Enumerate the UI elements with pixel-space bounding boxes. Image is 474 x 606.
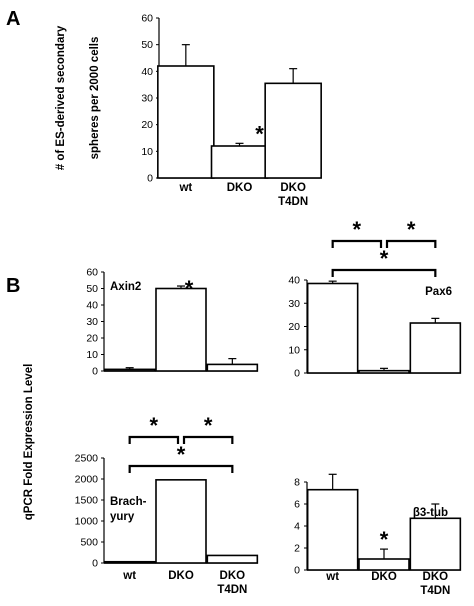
y-tick-label: 1000 — [75, 516, 99, 528]
chart-b-b3tub: 0 2 4 6 8 * wt DKO DKO T4DN β3-tub — [294, 473, 462, 597]
y-tick-label: 0 — [294, 368, 300, 380]
bar — [157, 65, 215, 179]
bar — [206, 363, 259, 372]
y-tick-label: 10 — [141, 146, 153, 158]
panel-letter-a: A — [6, 8, 20, 30]
y-tick-label: 30 — [86, 316, 98, 328]
y-tick-label: 1500 — [75, 495, 99, 507]
gene-label: β3-tub — [413, 507, 448, 519]
x-category-label: wt — [325, 571, 339, 583]
significance-star: * — [150, 413, 159, 438]
y-tick-label: 40 — [288, 275, 300, 287]
significance-star: * — [353, 217, 362, 242]
x-category-label: T4DN — [420, 585, 450, 597]
chart-b-pax6: 0 10 20 30 40 Pax6 * * * — [288, 217, 462, 380]
x-category-label: wt — [178, 182, 192, 194]
x-category-label: wt — [122, 570, 136, 582]
bar — [358, 558, 410, 571]
bar — [155, 287, 207, 372]
bar — [409, 517, 462, 571]
bar — [306, 282, 359, 374]
x-category-label: DKO — [227, 182, 253, 194]
bar — [409, 322, 462, 374]
y-tick-label: 0 — [147, 173, 153, 185]
gene-label: Axin2 — [110, 281, 141, 293]
bar — [306, 488, 359, 571]
y-tick-label: 0 — [294, 565, 300, 577]
shared-y-axis-label: qPCR Fold Expression Level — [23, 364, 35, 521]
bar — [206, 554, 259, 564]
y-tick-label: 40 — [86, 300, 98, 312]
gene-label: yury — [110, 511, 135, 523]
y-tick-label: 30 — [288, 298, 300, 310]
significance-star: * — [380, 527, 389, 552]
significance-star: * — [407, 217, 416, 242]
y-tick-label: 8 — [294, 477, 300, 489]
significance-bracket — [182, 435, 234, 444]
y-tick-label: 50 — [86, 283, 98, 295]
x-category-label: T4DN — [278, 196, 308, 208]
bar — [103, 560, 156, 564]
y-tick-label: 30 — [141, 93, 153, 105]
significance-star: * — [185, 276, 194, 301]
bar — [103, 368, 156, 372]
significance-star: * — [380, 246, 389, 271]
y-tick-label: 20 — [86, 333, 98, 345]
y-tick-label: 10 — [288, 344, 300, 356]
y-axis-label: # of ES-derived secondary — [55, 25, 67, 170]
bar — [210, 145, 269, 179]
y-tick-label: 2500 — [75, 453, 99, 465]
significance-bracket — [385, 239, 437, 248]
x-category-label: DKO — [371, 571, 397, 583]
panel-letter-b: B — [6, 275, 20, 297]
y-tick-label: 2000 — [75, 474, 99, 486]
y-axis-label: spheres per 2000 cells — [89, 37, 101, 160]
significance-bracket — [128, 435, 180, 444]
significance-bracket — [128, 464, 234, 473]
gene-label: Brach- — [110, 496, 147, 508]
y-tick-label: 60 — [141, 13, 153, 25]
y-tick-label: 50 — [141, 39, 153, 51]
y-tick-label: 20 — [288, 321, 300, 333]
bar — [358, 369, 410, 374]
y-tick-label: 60 — [86, 267, 98, 279]
x-category-label: T4DN — [217, 584, 247, 596]
y-tick-label: 0 — [92, 558, 98, 570]
x-category-label: DKO — [280, 182, 306, 194]
significance-bracket — [331, 239, 383, 248]
chart-b-axin2: 0 10 20 30 40 50 60 * Axin2 — [86, 267, 259, 378]
x-category-label: DKO — [220, 570, 246, 582]
x-category-label: DKO — [168, 570, 194, 582]
significance-star: * — [177, 442, 186, 467]
y-tick-label: 4 — [294, 521, 300, 533]
y-tick-label: 20 — [141, 119, 153, 131]
significance-star: * — [204, 413, 213, 438]
y-tick-label: 10 — [86, 349, 98, 361]
significance-bracket — [331, 268, 437, 277]
y-tick-label: 2 — [294, 543, 300, 555]
bar — [264, 82, 322, 179]
bar — [155, 479, 207, 564]
chart-a: 0 10 20 30 40 50 60 * wt DKO DKO T4DN # of ES-derive… — [55, 13, 322, 208]
significance-star: * — [255, 121, 264, 146]
chart-b-brachyury: 0 500 1000 1500 2000 2500 wt DKO DKO T4DN Brach-yu… — [75, 413, 259, 596]
gene-label: Pax6 — [425, 286, 452, 298]
y-tick-label: 0 — [92, 366, 98, 378]
y-tick-label: 6 — [294, 499, 300, 511]
x-category-label: DKO — [423, 571, 449, 583]
y-tick-label: 500 — [80, 537, 98, 549]
y-tick-label: 40 — [141, 66, 153, 78]
